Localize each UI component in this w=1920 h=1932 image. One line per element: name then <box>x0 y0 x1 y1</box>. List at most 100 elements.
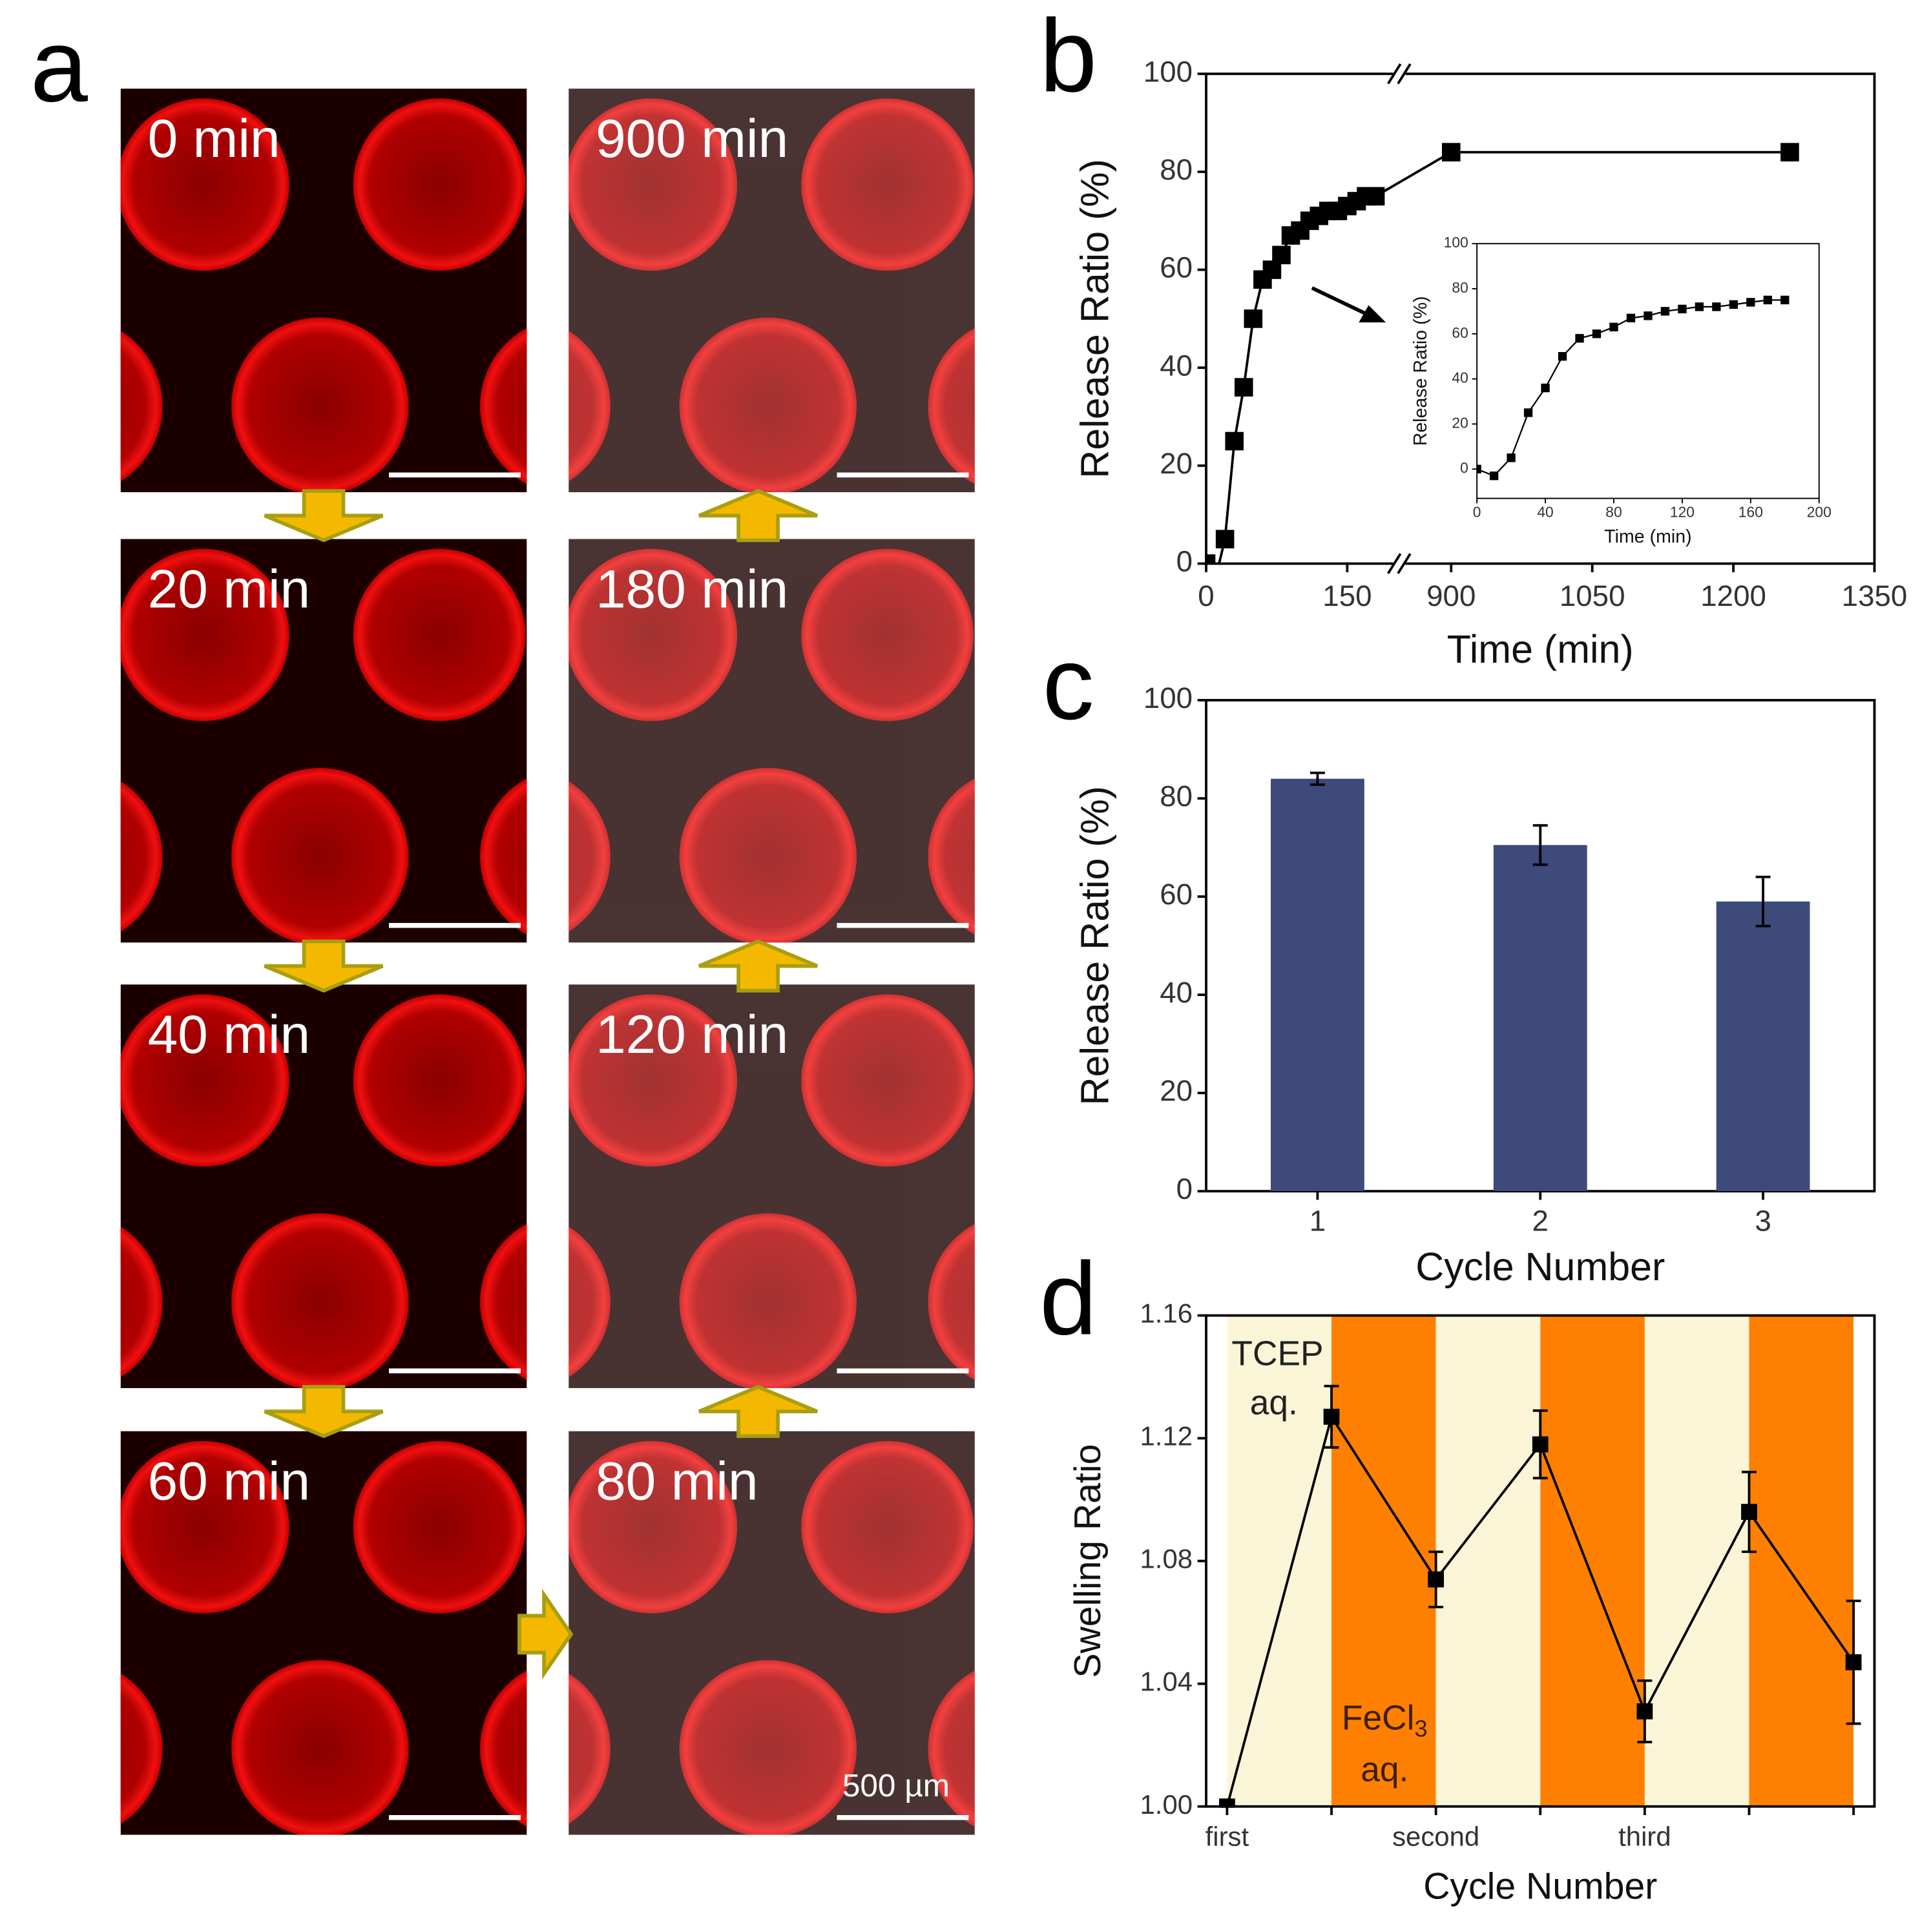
time-label: 20 min <box>148 558 311 619</box>
arrow <box>264 1385 384 1439</box>
y-tick-label: 1.16 <box>1140 1298 1193 1329</box>
x-tick-label: 3 <box>1755 1205 1771 1238</box>
line <box>1477 299 1785 477</box>
series <box>1477 295 1790 481</box>
series <box>1206 143 1799 564</box>
plot-frame <box>1476 243 1820 499</box>
arrow <box>698 1384 819 1439</box>
x-tick-label: second <box>1392 1821 1479 1851</box>
y-tick-label: 80 <box>1452 279 1468 296</box>
axis-break <box>1387 63 1402 85</box>
annotation: FeCl3 <box>1342 1699 1428 1741</box>
micrograph <box>120 539 527 943</box>
panel-label: d <box>1039 1240 1097 1356</box>
x-tick-label: 1350 <box>1842 579 1908 612</box>
arrow <box>517 1588 574 1680</box>
x-tick-label: 200 <box>1807 503 1831 520</box>
y-axis-label: Release Ratio (%) <box>1410 296 1431 446</box>
bar <box>1716 901 1810 1192</box>
x-tick-label: 40 <box>1537 503 1553 520</box>
band <box>1749 1315 1854 1807</box>
x-tick-label: 160 <box>1738 503 1763 520</box>
x-tick-label: 900 <box>1426 579 1476 612</box>
time-label: 60 min <box>148 1451 311 1511</box>
x-tick-label: 0 <box>1198 579 1214 612</box>
x-tick-label: 1050 <box>1560 579 1625 612</box>
micrograph <box>120 984 527 1388</box>
arrow <box>264 939 384 993</box>
y-tick-label: 1.08 <box>1140 1544 1193 1574</box>
annotation-line2: aq. <box>1250 1384 1298 1422</box>
plot-frame <box>1205 72 1876 565</box>
panel-label: b <box>1039 0 1097 113</box>
scale-bar-label: 500 µm <box>842 1768 950 1803</box>
y-tick-label: 0 <box>1176 545 1193 578</box>
marker <box>1746 298 1755 307</box>
marker <box>1763 295 1773 305</box>
y-tick-label: 1.04 <box>1140 1667 1193 1697</box>
marker <box>1592 329 1602 338</box>
x-axis-label: Cycle Number <box>1415 1245 1665 1289</box>
cells <box>120 539 527 943</box>
inset-pointer <box>1311 286 1370 317</box>
marker <box>1541 383 1550 393</box>
marker <box>1219 1798 1235 1807</box>
time-label: 120 min <box>596 1004 788 1065</box>
y-tick-label: 100 <box>1444 234 1468 251</box>
y-tick-label: 20 <box>1160 1074 1193 1107</box>
annotation-text: TCEP <box>1231 1335 1323 1373</box>
arrow <box>698 489 819 543</box>
time-label: 40 min <box>148 1004 311 1065</box>
annotation-subscript: 3 <box>1414 1715 1427 1741</box>
x-tick-label: 0 <box>1473 503 1481 520</box>
marker <box>1206 554 1216 564</box>
axis-break <box>1387 553 1402 574</box>
y-tick-label: 100 <box>1143 55 1193 88</box>
y-tick-label: 40 <box>1160 976 1193 1009</box>
x-axis-label: Time (min) <box>1604 526 1691 547</box>
panel-label: a <box>30 8 88 123</box>
x-tick-label: 120 <box>1670 503 1695 520</box>
y-tick-label: 0 <box>1460 459 1468 476</box>
y-tick-label: 80 <box>1160 153 1193 186</box>
marker <box>1780 143 1799 161</box>
marker <box>1215 530 1235 548</box>
band <box>1540 1315 1645 1807</box>
time-label: 80 min <box>596 1451 758 1511</box>
annotation: TCEP <box>1231 1335 1323 1373</box>
time-label: 0 min <box>148 108 280 169</box>
marker <box>1441 143 1461 161</box>
y-tick-label: 1.12 <box>1140 1421 1193 1451</box>
marker <box>1643 311 1653 320</box>
cells <box>120 984 527 1388</box>
time-label: 180 min <box>596 558 788 619</box>
marker <box>1729 300 1738 309</box>
inset-pointer-head <box>1359 305 1386 323</box>
x-tick-label: third <box>1618 1821 1671 1851</box>
band <box>1435 1315 1541 1807</box>
panel-label: c <box>1043 625 1094 741</box>
y-axis-label: Release Ratio (%) <box>1072 159 1116 479</box>
x-tick-label: 80 <box>1605 503 1622 520</box>
time-label: 900 min <box>596 108 788 169</box>
y-tick-label: 100 <box>1143 681 1193 714</box>
y-tick-label: 80 <box>1160 780 1193 813</box>
bar <box>1493 845 1587 1192</box>
marker <box>1523 408 1533 417</box>
y-axis-label: Release Ratio (%) <box>1072 786 1116 1106</box>
y-tick-label: 20 <box>1160 447 1193 480</box>
y-tick-label: 0 <box>1176 1172 1193 1205</box>
marker <box>1558 352 1567 361</box>
marker <box>1695 302 1704 311</box>
y-tick-label: 1.00 <box>1140 1789 1193 1820</box>
marker <box>1678 304 1687 314</box>
y-tick-label: 40 <box>1452 369 1468 386</box>
x-tick-label: 1200 <box>1700 579 1766 612</box>
x-tick-label: 2 <box>1532 1205 1549 1238</box>
y-tick-label: 40 <box>1160 349 1193 382</box>
marker <box>1489 471 1499 481</box>
axis-break <box>1397 63 1412 85</box>
x-axis-label: Cycle Number <box>1423 1865 1657 1907</box>
marker <box>1225 431 1244 451</box>
